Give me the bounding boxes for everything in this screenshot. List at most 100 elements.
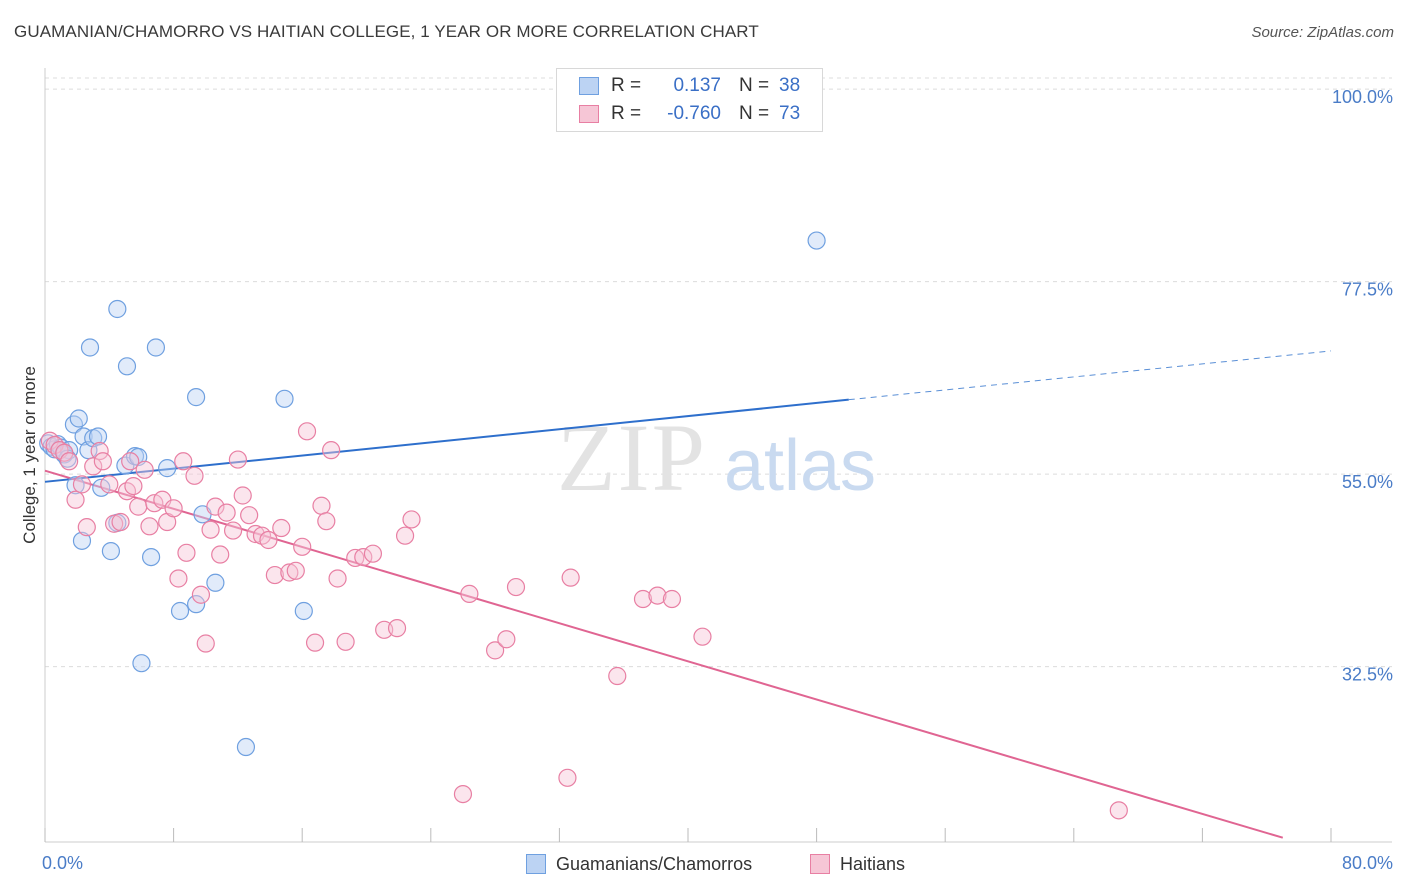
y-tick-label: 100.0% xyxy=(1332,87,1393,107)
point-haitian xyxy=(402,510,421,529)
trend-line-haitian xyxy=(44,469,1284,839)
point-haitian xyxy=(240,506,259,525)
point-guamanian xyxy=(146,338,166,357)
point-haitian xyxy=(486,641,505,660)
point-haitian xyxy=(164,499,183,518)
source-label: Source: ZipAtlas.com xyxy=(1251,24,1394,41)
gridlines xyxy=(45,77,1392,668)
point-guamanian xyxy=(80,338,100,357)
point-haitian xyxy=(233,486,252,505)
point-guamanian xyxy=(187,595,206,614)
x-tick-label: 0.0% xyxy=(42,853,83,873)
legend-item-haitians: Haitians xyxy=(810,851,905,877)
watermark-zip: ZIP xyxy=(557,404,707,511)
point-haitian xyxy=(55,443,74,462)
point-haitian xyxy=(387,619,407,638)
legend-r-value: 0.137 xyxy=(673,75,721,96)
point-haitian xyxy=(328,569,347,588)
legend-swatch-pink xyxy=(810,854,830,874)
point-haitian xyxy=(105,514,124,533)
point-haitian xyxy=(174,452,193,471)
trend-line-guamanian-extrapolated xyxy=(848,350,1332,401)
point-guamanian xyxy=(88,427,108,446)
point-guamanian xyxy=(275,389,294,408)
y-tick-label: 77.5% xyxy=(1342,280,1393,300)
legend-r-label: R = xyxy=(611,75,642,96)
point-haitian xyxy=(196,634,215,653)
point-haitian xyxy=(93,452,112,471)
point-guamanian xyxy=(294,601,313,621)
point-guamanian xyxy=(66,476,85,495)
point-haitian xyxy=(608,666,627,686)
point-haitian xyxy=(305,633,325,652)
point-haitian xyxy=(272,518,291,538)
point-haitian xyxy=(223,521,243,540)
legend-row-haitian: R = -0.760 N = 73 xyxy=(579,102,800,126)
point-haitian xyxy=(395,526,415,545)
axes xyxy=(44,68,1392,843)
point-haitian xyxy=(453,784,473,804)
point-haitian xyxy=(100,475,119,494)
point-guamanian xyxy=(170,601,190,621)
point-haitian xyxy=(506,577,526,597)
point-haitian xyxy=(497,630,516,649)
point-haitian xyxy=(45,435,64,455)
point-guamanian xyxy=(206,573,225,592)
chart-title: GUAMANIAN/CHAMORRO VS HAITIAN COLLEGE, 1… xyxy=(14,22,759,41)
legend-swatch-pink xyxy=(579,105,599,123)
point-haitian xyxy=(90,441,109,461)
point-haitian xyxy=(265,565,284,585)
point-guamanian xyxy=(101,542,121,561)
point-haitian xyxy=(72,475,92,494)
point-haitian xyxy=(121,452,140,471)
legend-swatch-blue xyxy=(579,77,599,95)
legend-label-haitians: Haitians xyxy=(840,853,906,874)
point-guamanian xyxy=(72,531,92,550)
point-haitian xyxy=(1109,801,1128,820)
point-guamanian xyxy=(69,409,88,428)
legend-swatch-blue xyxy=(526,854,546,874)
point-haitian xyxy=(129,497,148,516)
legend-item-guamanians: Guamanians/Chamorros xyxy=(526,851,752,877)
point-haitian xyxy=(66,490,85,509)
legend-r-value: -0.760 xyxy=(667,103,721,124)
y-tick-label: 55.0% xyxy=(1342,472,1393,492)
legend-r-label: R = xyxy=(611,103,642,124)
point-guamanian xyxy=(108,299,127,319)
point-haitian xyxy=(633,589,653,609)
point-haitian xyxy=(293,537,312,556)
point-haitian xyxy=(460,584,479,603)
point-haitian xyxy=(177,543,196,562)
point-haitian xyxy=(336,632,355,651)
point-haitian xyxy=(191,585,211,604)
point-haitian xyxy=(648,586,667,605)
point-haitian xyxy=(280,563,299,582)
point-haitian xyxy=(297,422,317,441)
point-haitian xyxy=(286,561,305,580)
legend-row-guamanian: R = 0.137 N = 38 xyxy=(579,74,800,98)
point-haitian xyxy=(185,466,204,485)
point-haitian xyxy=(77,518,96,537)
point-guamanian xyxy=(236,737,256,757)
watermark-atlas: atlas xyxy=(724,426,876,506)
point-haitian xyxy=(124,476,143,496)
watermark: ZIP atlas xyxy=(557,404,876,511)
point-haitian xyxy=(211,545,230,564)
point-guamanian xyxy=(117,357,137,376)
point-haitian xyxy=(201,520,220,539)
point-haitian xyxy=(60,452,79,471)
legend-label-guamanians: Guamanians/Chamorros xyxy=(556,853,753,874)
point-haitian xyxy=(354,547,373,567)
legend-n-value: 38 xyxy=(779,75,801,96)
point-haitian xyxy=(135,460,154,479)
point-guamanian xyxy=(807,231,826,250)
legend-n-label: N = xyxy=(739,75,770,96)
point-guamanian xyxy=(187,388,206,407)
stats-legend: R = 0.137 N = 38 R = -0.760 N = 73 xyxy=(556,68,823,132)
point-guamanian xyxy=(132,654,151,673)
legend-n-value: 73 xyxy=(779,103,801,124)
point-haitian xyxy=(693,627,712,646)
point-haitian xyxy=(169,569,188,588)
point-haitian xyxy=(84,457,103,476)
